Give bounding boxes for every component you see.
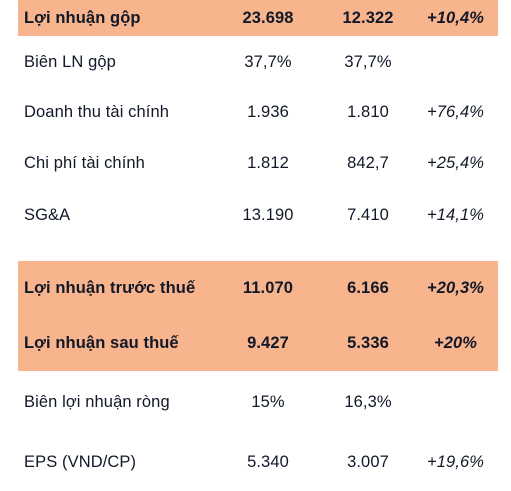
row-value-previous: 3.007 xyxy=(347,452,389,471)
row-value-current: 1.936 xyxy=(247,102,289,121)
row-change: +20,3% xyxy=(426,279,485,297)
row-label: Lợi nhuận trước thuế xyxy=(24,279,196,297)
row-label: Lợi nhuận gộp xyxy=(24,8,141,27)
row-change xyxy=(413,371,498,433)
row-value-current: 9.427 xyxy=(247,334,289,352)
row-label: Lợi nhuận sau thuế xyxy=(24,334,179,352)
row-label: Biên LN gộp xyxy=(24,52,116,71)
row-change: +14,1% xyxy=(426,205,485,224)
table-row-net-margin: Biên lợi nhuận ròng 15% 16,3% xyxy=(18,371,498,433)
row-change: +10,4% xyxy=(426,8,485,27)
table-row-gross-profit: Lợi nhuận gộp 23.698 12.322 +10,4% xyxy=(18,0,498,36)
row-change: +76,4% xyxy=(426,102,485,121)
row-value-previous: 37,7% xyxy=(344,52,392,71)
row-label: SG&A xyxy=(24,205,71,224)
row-value-previous: 1.810 xyxy=(347,102,389,121)
row-value-current: 37,7% xyxy=(244,52,292,71)
table-row-eps: EPS (VND/CP) 5.340 3.007 +19,6% xyxy=(18,433,498,491)
row-spacer xyxy=(18,240,498,261)
row-value-current: 11.070 xyxy=(242,279,294,297)
row-value-previous: 12.322 xyxy=(342,8,394,27)
row-value-previous: 842,7 xyxy=(347,153,389,172)
row-change xyxy=(413,36,498,88)
table-row-gross-margin: Biên LN gộp 37,7% 37,7% xyxy=(18,36,498,88)
row-change: +19,6% xyxy=(426,452,485,471)
row-value-current: 5.340 xyxy=(247,452,289,471)
table-row-financial-revenue: Doanh thu tài chính 1.936 1.810 +76,4% xyxy=(18,88,498,136)
table-row-profit-after-tax: Lợi nhuận sau thuế 9.427 5.336 +20% xyxy=(18,316,498,371)
row-value-previous: 7.410 xyxy=(347,205,389,224)
table-row-profit-before-tax: Lợi nhuận trước thuế 11.070 6.166 +20,3% xyxy=(18,261,498,316)
financial-table: Lợi nhuận gộp 23.698 12.322 +10,4% Biên … xyxy=(18,0,498,491)
table-row-sga: SG&A 13.190 7.410 +14,1% xyxy=(18,190,498,240)
row-value-previous: 5.336 xyxy=(347,334,389,352)
row-change: +20% xyxy=(433,334,478,352)
row-label: EPS (VND/CP) xyxy=(24,452,137,471)
row-change: +25,4% xyxy=(426,153,485,172)
row-value-previous: 16,3% xyxy=(344,392,392,411)
table-row-financial-expense: Chi phí tài chính 1.812 842,7 +25,4% xyxy=(18,136,498,190)
row-label: Doanh thu tài chính xyxy=(24,102,170,121)
row-value-current: 1.812 xyxy=(247,153,289,172)
row-value-current: 23.698 xyxy=(242,8,294,27)
row-label: Biên lợi nhuận ròng xyxy=(24,392,170,411)
row-value-current: 15% xyxy=(251,392,285,411)
row-value-previous: 6.166 xyxy=(347,279,389,297)
row-value-current: 13.190 xyxy=(242,205,294,224)
row-label: Chi phí tài chính xyxy=(24,153,145,172)
